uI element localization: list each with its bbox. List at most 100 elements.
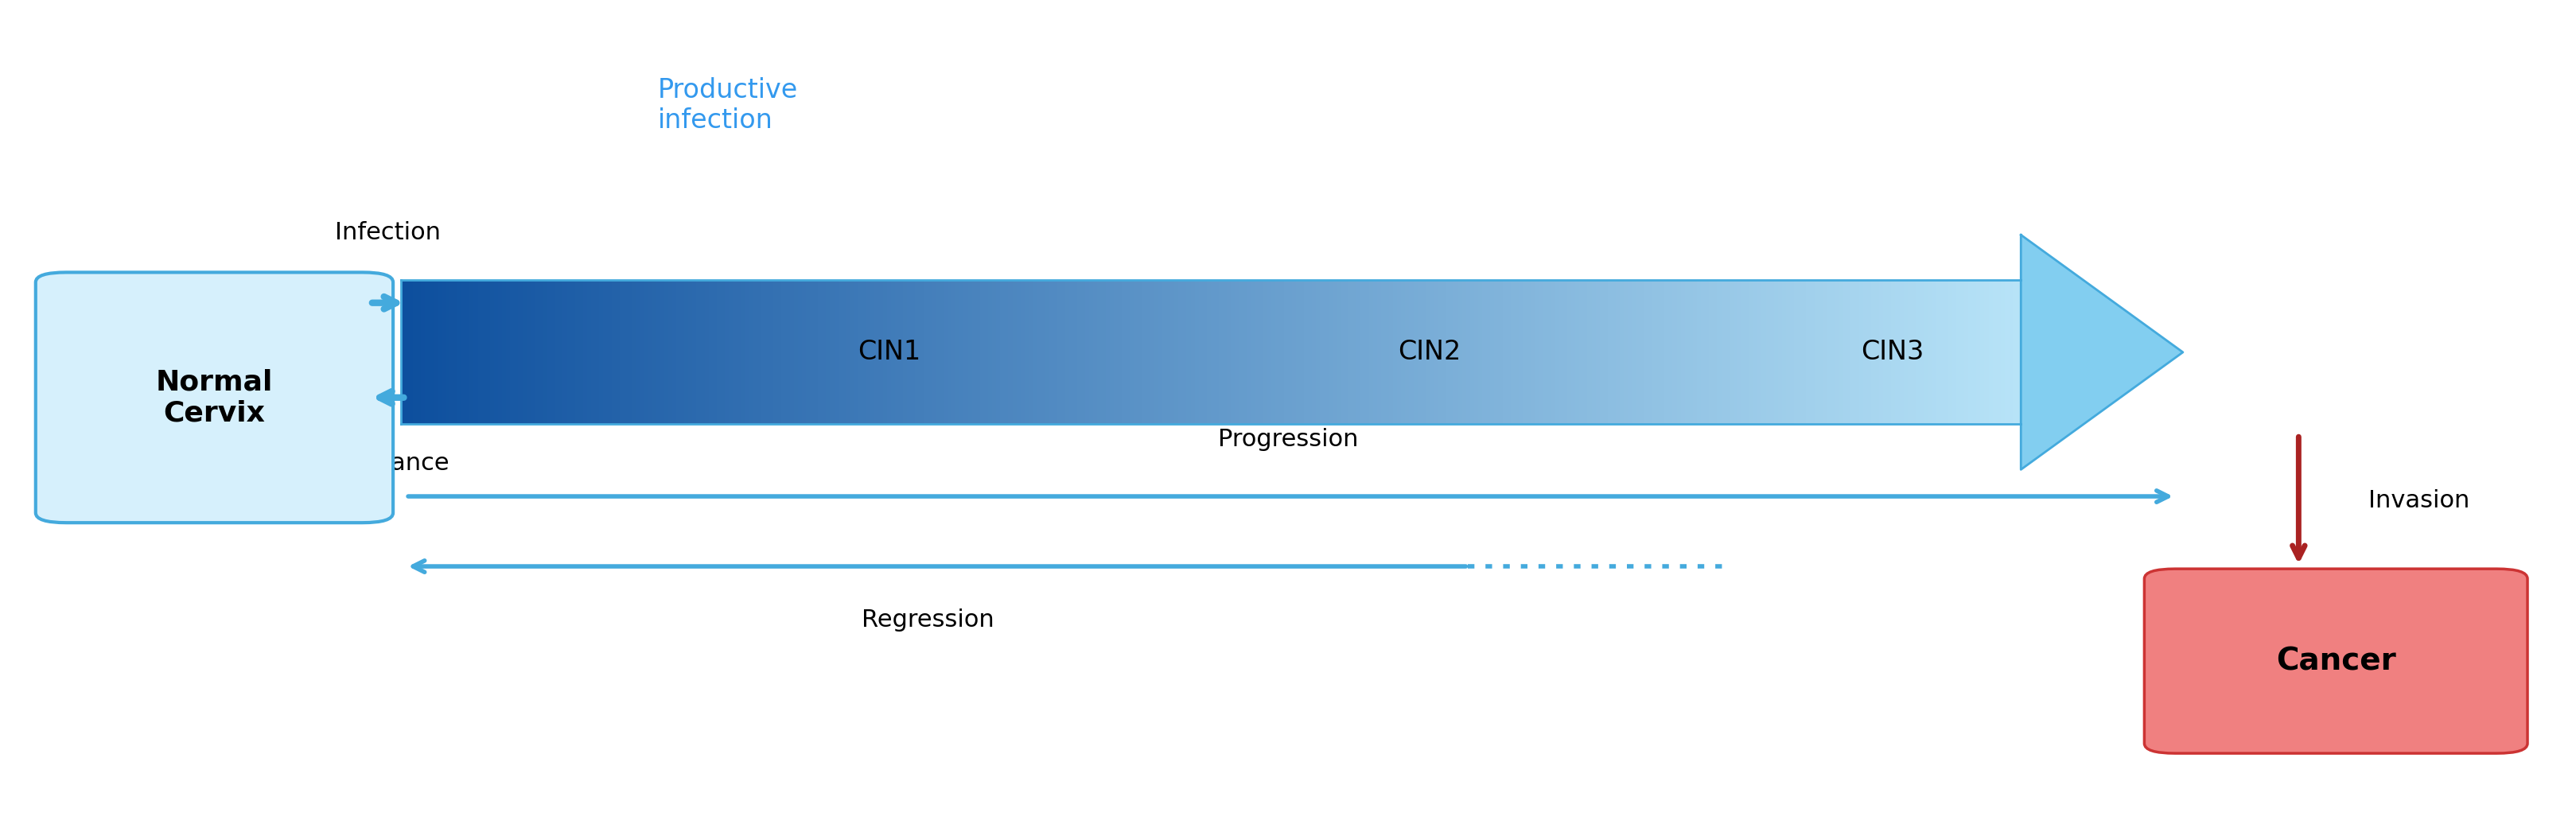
- Bar: [453, 280, 459, 424]
- Bar: [1515, 280, 1520, 424]
- Bar: [1850, 280, 1857, 424]
- Bar: [1445, 280, 1450, 424]
- Bar: [677, 280, 683, 424]
- Bar: [1234, 280, 1242, 424]
- Bar: [976, 280, 981, 424]
- Bar: [961, 280, 966, 424]
- Bar: [1899, 280, 1904, 424]
- Bar: [433, 280, 438, 424]
- Bar: [1167, 280, 1172, 424]
- Bar: [696, 280, 701, 424]
- Bar: [1486, 280, 1492, 424]
- Bar: [1741, 280, 1747, 424]
- Bar: [1875, 280, 1880, 424]
- Bar: [523, 280, 528, 424]
- Bar: [1528, 280, 1533, 424]
- Bar: [904, 280, 909, 424]
- Bar: [430, 280, 435, 424]
- Bar: [1069, 280, 1074, 424]
- Bar: [894, 280, 899, 424]
- Bar: [1211, 280, 1216, 424]
- Bar: [1775, 280, 1780, 424]
- Bar: [611, 280, 616, 424]
- Bar: [1105, 280, 1110, 424]
- Bar: [842, 280, 848, 424]
- Text: CIN2: CIN2: [1399, 339, 1461, 365]
- Bar: [404, 280, 410, 424]
- Bar: [1641, 280, 1646, 424]
- Bar: [554, 280, 559, 424]
- Bar: [724, 280, 729, 424]
- Bar: [2009, 280, 2014, 424]
- Bar: [1520, 280, 1525, 424]
- Bar: [1007, 280, 1015, 424]
- Bar: [1757, 280, 1762, 424]
- Bar: [935, 280, 940, 424]
- Bar: [1252, 280, 1257, 424]
- Bar: [1765, 280, 1772, 424]
- Bar: [999, 280, 1005, 424]
- Bar: [546, 280, 551, 424]
- Bar: [1291, 280, 1298, 424]
- Bar: [1437, 280, 1443, 424]
- Bar: [1368, 280, 1373, 424]
- Bar: [1677, 280, 1682, 424]
- Bar: [1911, 280, 1917, 424]
- Bar: [1924, 280, 1929, 424]
- Bar: [1984, 280, 1989, 424]
- Bar: [685, 280, 690, 424]
- Bar: [963, 280, 969, 424]
- Bar: [600, 280, 605, 424]
- Bar: [1239, 280, 1244, 424]
- Bar: [1082, 280, 1087, 424]
- Bar: [466, 280, 471, 424]
- Bar: [1656, 280, 1662, 424]
- Bar: [618, 280, 626, 424]
- Bar: [1329, 280, 1334, 424]
- Bar: [1481, 280, 1486, 424]
- Bar: [446, 280, 451, 424]
- Bar: [1700, 280, 1705, 424]
- Bar: [914, 280, 920, 424]
- Bar: [1170, 280, 1175, 424]
- Bar: [871, 280, 876, 424]
- Bar: [1747, 280, 1752, 424]
- Bar: [1337, 280, 1342, 424]
- Bar: [1296, 280, 1301, 424]
- Bar: [948, 280, 953, 424]
- Bar: [1692, 280, 1698, 424]
- Bar: [533, 280, 541, 424]
- Bar: [1868, 280, 1873, 424]
- Bar: [1649, 280, 1654, 424]
- Bar: [1396, 280, 1401, 424]
- Bar: [734, 280, 739, 424]
- Bar: [1749, 280, 1754, 424]
- Bar: [469, 280, 474, 424]
- Bar: [1064, 280, 1072, 424]
- FancyBboxPatch shape: [36, 272, 394, 522]
- Bar: [920, 280, 925, 424]
- Bar: [956, 280, 961, 424]
- Bar: [1917, 280, 1922, 424]
- Bar: [1968, 280, 1973, 424]
- Bar: [559, 280, 564, 424]
- Bar: [1226, 280, 1231, 424]
- Bar: [1814, 280, 1819, 424]
- Bar: [866, 280, 871, 424]
- Bar: [1662, 280, 1667, 424]
- Bar: [1530, 280, 1535, 424]
- Bar: [1940, 280, 1945, 424]
- Bar: [1244, 280, 1249, 424]
- Bar: [1345, 280, 1350, 424]
- Bar: [1340, 280, 1345, 424]
- Bar: [773, 280, 778, 424]
- Bar: [1615, 280, 1620, 424]
- Bar: [1273, 280, 1278, 424]
- Bar: [1388, 280, 1394, 424]
- Bar: [1713, 280, 1718, 424]
- Text: Productive
infection: Productive infection: [657, 77, 799, 133]
- Bar: [858, 280, 863, 424]
- Bar: [412, 280, 417, 424]
- Bar: [1932, 280, 1937, 424]
- Bar: [410, 280, 415, 424]
